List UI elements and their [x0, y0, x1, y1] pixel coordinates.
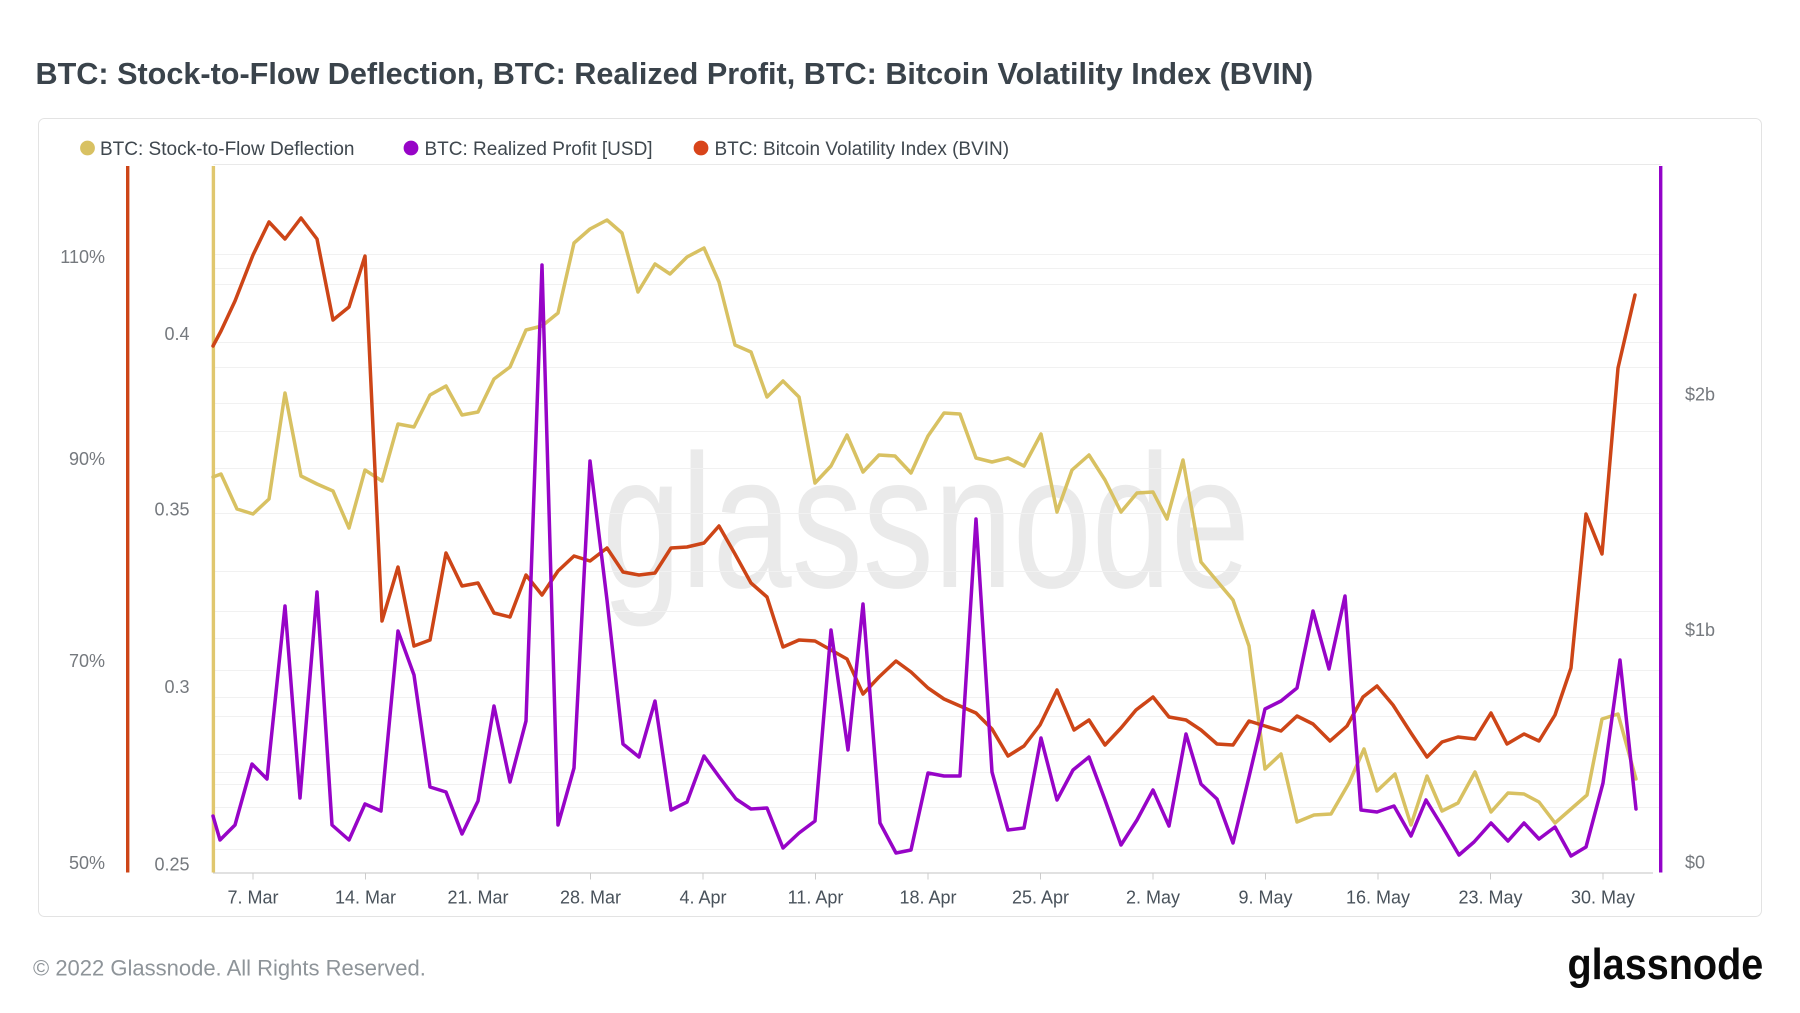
- svg-text:30. May: 30. May: [1571, 888, 1635, 908]
- svg-text:BTC: Stock-to-Flow Deflection: BTC: Stock-to-Flow Deflection: [100, 139, 354, 160]
- svg-text:0.35: 0.35: [154, 500, 189, 520]
- svg-text:BTC: Realized Profit [USD]: BTC: Realized Profit [USD]: [425, 139, 653, 160]
- svg-text:23. May: 23. May: [1458, 888, 1522, 908]
- svg-text:0.3: 0.3: [164, 677, 189, 697]
- svg-text:$2b: $2b: [1685, 385, 1715, 405]
- svg-text:110%: 110%: [60, 247, 105, 267]
- svg-text:4. Apr: 4. Apr: [679, 888, 726, 908]
- svg-text:glassnode: glassnode: [602, 415, 1250, 628]
- svg-text:25. Apr: 25. Apr: [1012, 888, 1069, 908]
- svg-text:90%: 90%: [69, 449, 105, 469]
- svg-text:21. Mar: 21. Mar: [447, 888, 508, 908]
- svg-text:BTC: Stock-to-Flow Deflection,: BTC: Stock-to-Flow Deflection, BTC: Real…: [36, 57, 1314, 91]
- svg-text:16. May: 16. May: [1346, 888, 1410, 908]
- svg-text:7. Mar: 7. Mar: [227, 888, 278, 908]
- svg-text:28. Mar: 28. Mar: [560, 888, 621, 908]
- svg-text:© 2022 Glassnode. All Rights R: © 2022 Glassnode. All Rights Reserved.: [33, 956, 426, 981]
- svg-text:0.25: 0.25: [154, 855, 189, 875]
- svg-text:$1b: $1b: [1685, 620, 1715, 640]
- svg-text:70%: 70%: [69, 651, 105, 671]
- svg-text:0.4: 0.4: [164, 324, 189, 344]
- svg-text:11. Apr: 11. Apr: [788, 888, 844, 908]
- svg-text:$0: $0: [1685, 853, 1705, 873]
- svg-text:14. Mar: 14. Mar: [335, 888, 396, 908]
- svg-text:glassnode: glassnode: [1568, 939, 1764, 988]
- svg-text:BTC: Bitcoin Volatility Index: BTC: Bitcoin Volatility Index (BVIN): [715, 139, 1010, 160]
- svg-text:2. May: 2. May: [1126, 888, 1180, 908]
- svg-text:18. Apr: 18. Apr: [899, 888, 956, 908]
- svg-text:50%: 50%: [69, 853, 105, 873]
- svg-text:9. May: 9. May: [1238, 888, 1292, 908]
